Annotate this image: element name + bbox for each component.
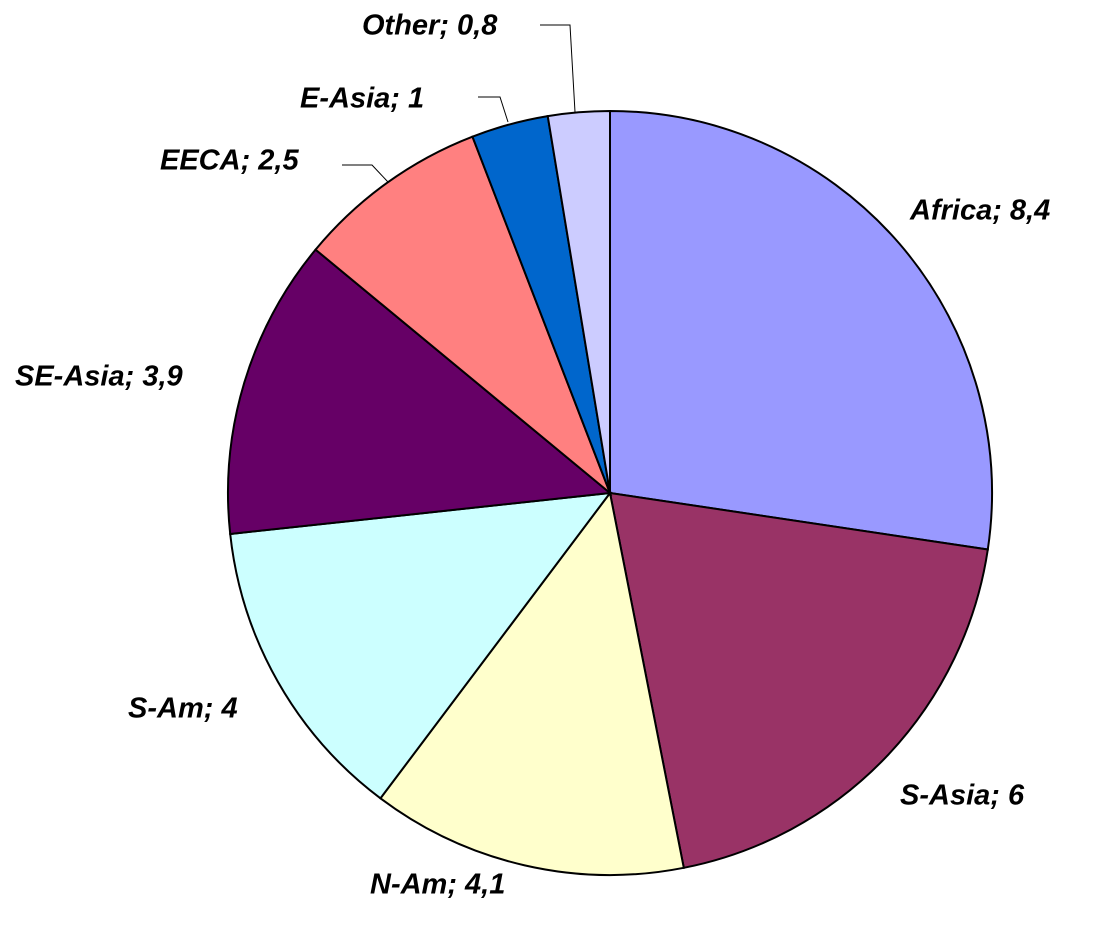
pie-slice (379, 490, 685, 876)
leader-lines (342, 24, 576, 183)
leader-line (478, 96, 509, 123)
data-label: Other; 0,8 (362, 10, 498, 42)
leader-line (342, 164, 389, 183)
data-label: SE-Asia; 3,9 (15, 361, 183, 393)
data-label: E-Asia; 1 (300, 83, 424, 115)
pie-slice (608, 491, 989, 869)
pie-slice (314, 135, 613, 497)
data-label: N-Am; 4,1 (370, 869, 505, 901)
pie-slice (227, 248, 613, 536)
data-label: EECA; 2,5 (160, 145, 299, 177)
data-label: S-Asia; 6 (900, 780, 1025, 812)
data-label: Africa; 8,4 (909, 195, 1050, 227)
pie-slice (229, 491, 613, 800)
pie-slice (546, 109, 611, 494)
data-label: S-Am; 4 (128, 693, 238, 725)
pie-slice (609, 109, 993, 551)
leader-line (540, 24, 576, 113)
